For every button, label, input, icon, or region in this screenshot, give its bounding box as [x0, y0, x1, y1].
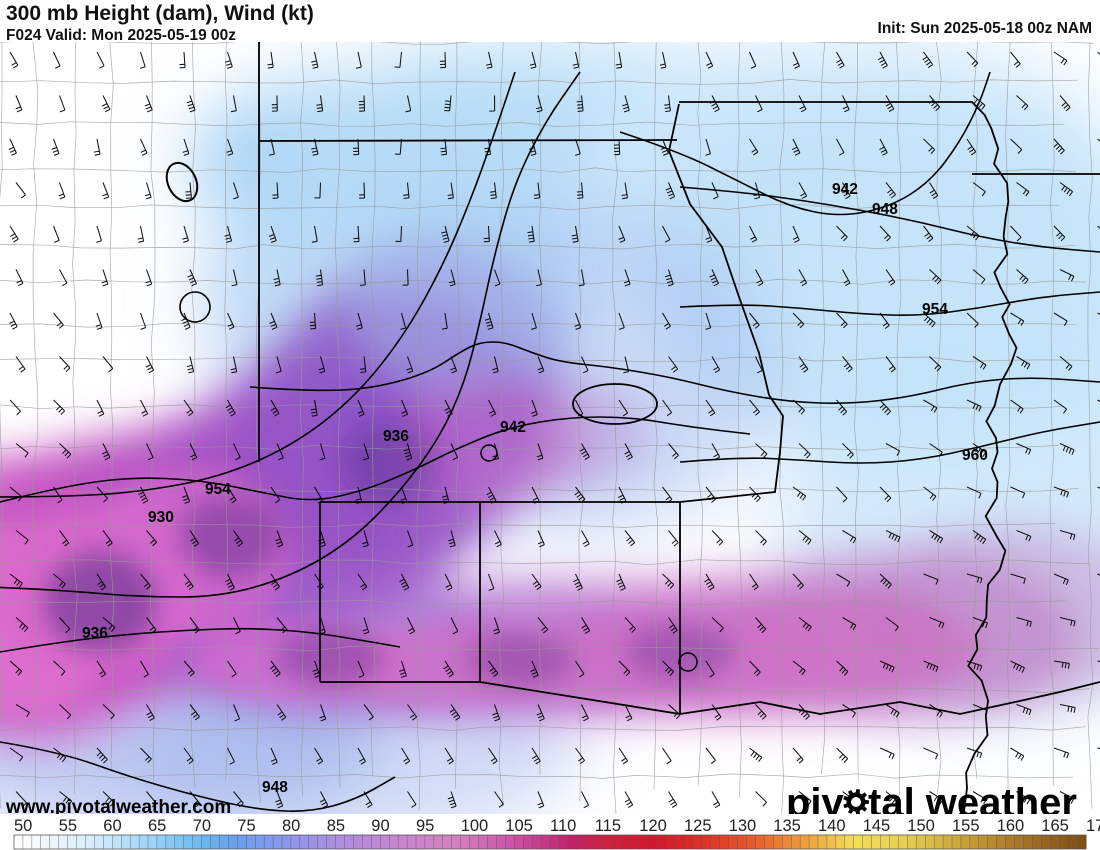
svg-text:140: 140 — [818, 817, 846, 835]
svg-text:145: 145 — [863, 817, 891, 835]
svg-text:95: 95 — [416, 817, 434, 835]
svg-text:150: 150 — [907, 817, 935, 835]
svg-text:55: 55 — [59, 817, 77, 835]
svg-text:100: 100 — [461, 817, 489, 835]
svg-text:70: 70 — [193, 817, 211, 835]
svg-text:120: 120 — [639, 817, 667, 835]
svg-text:160: 160 — [997, 817, 1025, 835]
svg-text:155: 155 — [952, 817, 980, 835]
svg-text:110: 110 — [550, 817, 576, 835]
svg-text:80: 80 — [282, 817, 300, 835]
svg-text:954: 954 — [205, 481, 231, 498]
svg-text:65: 65 — [148, 817, 166, 835]
svg-text:60: 60 — [103, 817, 121, 835]
svg-text:50: 50 — [14, 817, 32, 835]
svg-text:930: 930 — [148, 509, 174, 526]
svg-text:75: 75 — [237, 817, 255, 835]
svg-text:90: 90 — [371, 817, 389, 835]
svg-text:948: 948 — [262, 779, 288, 796]
svg-text:130: 130 — [729, 817, 757, 835]
svg-text:115: 115 — [595, 817, 621, 835]
svg-text:125: 125 — [684, 817, 712, 835]
svg-text:942: 942 — [500, 419, 526, 436]
svg-text:105: 105 — [505, 817, 533, 835]
svg-text:948: 948 — [872, 201, 898, 218]
svg-text:165: 165 — [1041, 817, 1069, 835]
svg-text:85: 85 — [327, 817, 345, 835]
svg-text:936: 936 — [82, 625, 108, 642]
svg-text:135: 135 — [773, 817, 801, 835]
svg-text:170: 170 — [1086, 817, 1100, 835]
svg-text:936: 936 — [383, 428, 409, 445]
